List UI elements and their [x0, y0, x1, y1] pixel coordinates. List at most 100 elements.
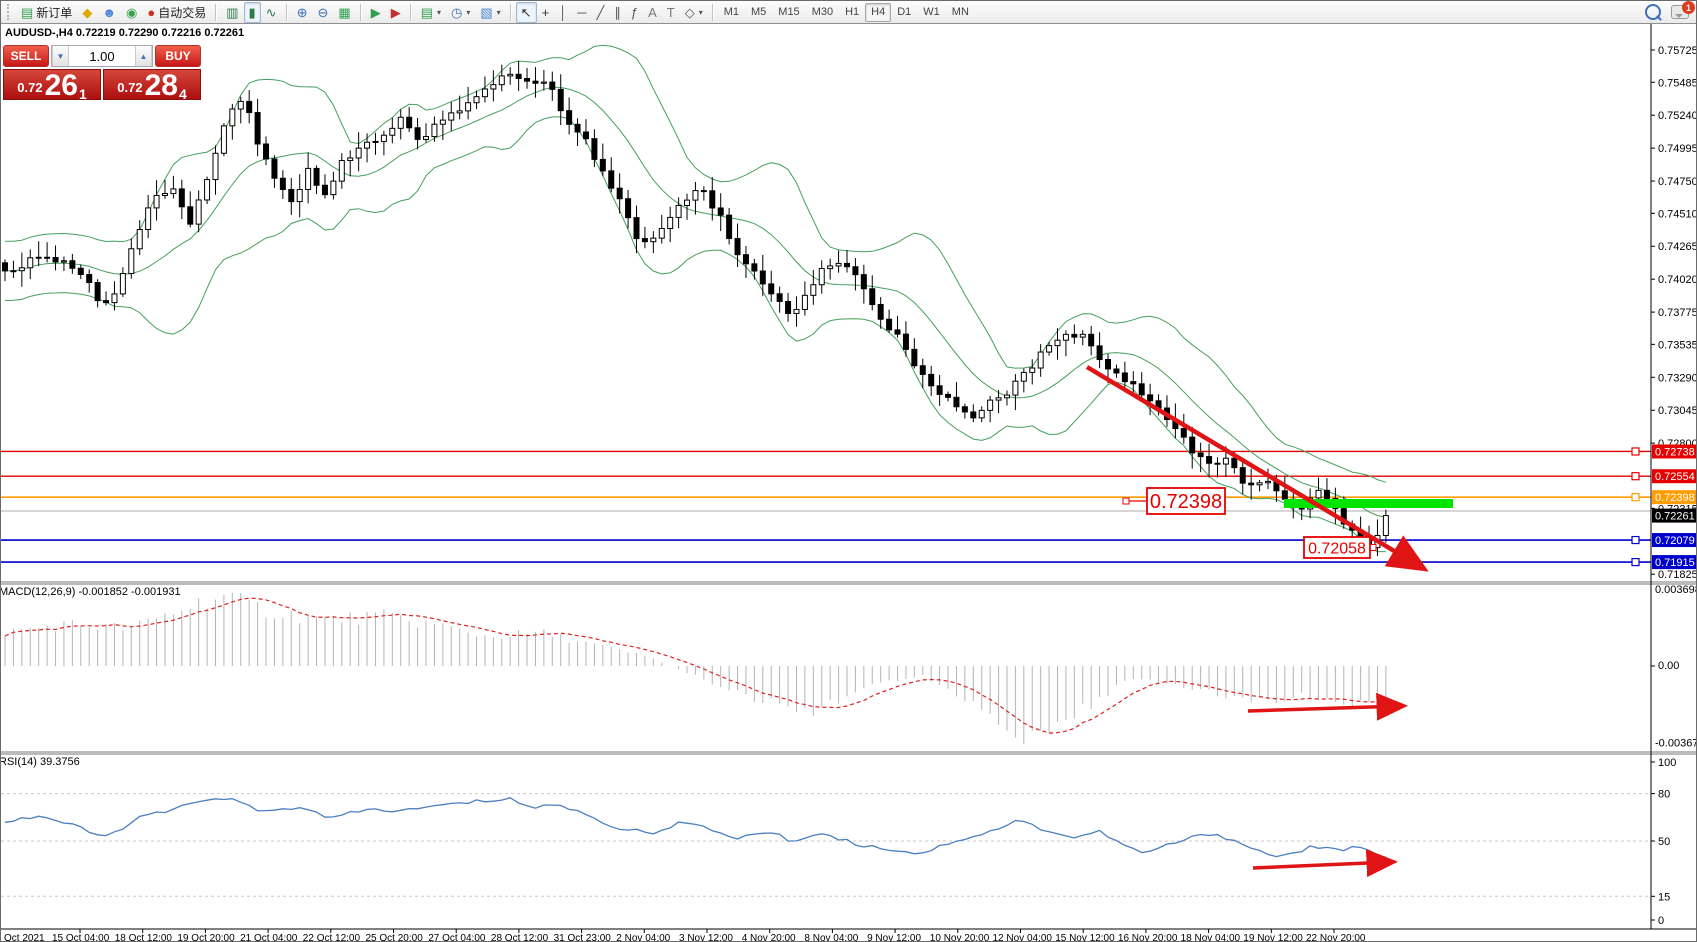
notification-badge: 1 — [1682, 1, 1695, 14]
indicators-list-button[interactable]: ▧ ▾ — [475, 2, 505, 23]
sell-price-display[interactable]: 0.72 26 1 — [3, 69, 101, 102]
line-chart-icon: ∿ — [265, 4, 277, 20]
zoom-in-button[interactable]: ⊕ — [292, 2, 313, 23]
new-chart-icon: ▤ — [420, 4, 433, 20]
buy-price-display[interactable]: 0.72 28 4 — [103, 69, 201, 102]
candlestick-chart-button[interactable]: ▮ — [243, 1, 261, 23]
text-button[interactable]: A — [643, 2, 662, 23]
svg-text:15: 15 — [1658, 891, 1670, 903]
svg-text:0: 0 — [1658, 915, 1664, 927]
toolbar-grip[interactable] — [7, 4, 13, 20]
svg-text:18 Oct 12:00: 18 Oct 12:00 — [115, 933, 173, 942]
timeframe-h4[interactable]: H4 — [865, 2, 892, 22]
price-callout-0.72058[interactable]: 0.72058 — [1303, 536, 1377, 559]
svg-text:2 Nov 04:00: 2 Nov 04:00 — [616, 933, 670, 942]
period-clock-dropdown-icon[interactable]: ▾ — [466, 7, 471, 17]
sell-button[interactable]: SELL — [3, 45, 49, 67]
fibonacci-button[interactable]: ƒ — [626, 2, 643, 23]
arrows-tool-dropdown-icon[interactable]: ▾ — [698, 7, 703, 17]
svg-text:0.72398: 0.72398 — [1655, 492, 1695, 504]
svg-text:0.72261: 0.72261 — [1655, 511, 1695, 523]
svg-text:16 Nov 20:00: 16 Nov 20:00 — [1118, 933, 1178, 942]
profile-button[interactable]: ☻ — [97, 2, 121, 23]
volume-increase-button[interactable]: ▲ — [135, 46, 152, 66]
bar-chart-button[interactable]: ▥ — [221, 2, 243, 23]
svg-text:0.75725: 0.75725 — [1658, 45, 1697, 57]
autotrading-button[interactable]: ● 自动交易 — [142, 2, 211, 23]
period-clock-button[interactable]: ◷ ▾ — [446, 2, 475, 23]
new-chart-button[interactable]: ▤ ▾ — [416, 2, 446, 23]
timeframe-w1[interactable]: W1 — [923, 6, 940, 18]
timeframe-m30[interactable]: M30 — [811, 6, 834, 18]
svg-text:25 Oct 20:00: 25 Oct 20:00 — [366, 933, 424, 942]
equidistant-channel-button[interactable]: ∥ — [609, 2, 626, 23]
metaeditor-button[interactable]: ◆ — [77, 2, 97, 23]
auto-scroll-icon: ▶ — [370, 4, 381, 20]
svg-text:21 Oct 04:00: 21 Oct 04:00 — [240, 933, 298, 942]
crosshair-button[interactable]: + — [537, 2, 555, 23]
zoom-out-icon: ⊖ — [317, 4, 329, 20]
line-chart-button[interactable]: ∿ — [261, 2, 282, 23]
chart-shift-button[interactable]: ▶ — [386, 2, 406, 23]
timeframe-mn[interactable]: MN — [951, 6, 969, 18]
bollinger-lower-band — [4, 116, 1386, 553]
indicators-list-dropdown-icon[interactable]: ▾ — [496, 7, 501, 17]
chart-window: 0.72398 0.72058 0.75725 0.75485 0.75240 0.749… — [1, 24, 1697, 942]
arrows-tool-button[interactable]: ◇ ▾ — [680, 2, 708, 23]
new-order-label: 新订单 — [36, 5, 73, 20]
new-chart-dropdown-icon[interactable]: ▾ — [436, 7, 441, 17]
svg-text:100: 100 — [1658, 757, 1676, 769]
notifications-icon[interactable]: 1 — [1671, 1, 1695, 19]
tile-windows-icon: ▦ — [338, 4, 351, 20]
svg-text:0.72554: 0.72554 — [1655, 471, 1695, 483]
volume-input[interactable] — [69, 46, 135, 66]
macd-indicator — [4, 592, 1387, 744]
svg-text:0.74750: 0.74750 — [1658, 176, 1697, 188]
cursor-icon: ↖ — [520, 4, 532, 20]
price-tag-0.72398: 0.72398 — [1652, 490, 1696, 505]
metaeditor-icon: ◆ — [82, 4, 93, 20]
svg-text:12 Nov 04:00: 12 Nov 04:00 — [993, 933, 1053, 942]
new-order-button[interactable]: ▤ 新订单 — [16, 2, 77, 23]
auto-scroll-button[interactable]: ▶ — [366, 2, 386, 23]
svg-text:0.73535: 0.73535 — [1658, 339, 1697, 351]
search-icon[interactable] — [1645, 4, 1661, 20]
tile-windows-button[interactable]: ▦ — [333, 2, 355, 23]
rsi-arrow[interactable] — [1252, 849, 1398, 878]
crosshair-icon: + — [541, 4, 550, 20]
toolbar-separator — [711, 3, 714, 21]
trend-arrow[interactable] — [1085, 365, 1429, 572]
svg-text:0.73045: 0.73045 — [1658, 405, 1697, 417]
green-highlight-zone[interactable] — [1284, 499, 1453, 508]
svg-text:27 Oct 04:00: 27 Oct 04:00 — [428, 933, 486, 942]
volume-decrease-button[interactable]: ▼ — [52, 46, 69, 66]
buy-button[interactable]: BUY — [155, 45, 201, 67]
cursor-button[interactable]: ↖ — [515, 1, 537, 23]
macd-arrow[interactable] — [1247, 692, 1408, 721]
horizontal-line-icon: ─ — [577, 4, 587, 20]
svg-text:0.75240: 0.75240 — [1658, 110, 1697, 122]
chart-canvas[interactable]: 0.72398 0.72058 0.75725 0.75485 0.75240 0.749… — [1, 24, 1697, 942]
timeframe-m15[interactable]: M15 — [778, 6, 800, 18]
svg-text:-0.003672: -0.003672 — [1655, 738, 1697, 750]
toolbar-right: 1 — [1645, 1, 1695, 20]
price-tag-0.72261: 0.72261 — [1652, 508, 1696, 523]
text-label-button[interactable]: T — [662, 2, 680, 23]
svg-text:0.73775: 0.73775 — [1658, 307, 1697, 319]
vertical-line-button[interactable]: │ — [554, 2, 572, 23]
timeframe-h1[interactable]: H1 — [845, 6, 860, 18]
timeframe-m1[interactable]: M1 — [723, 6, 739, 18]
broadcast-button[interactable]: ◉ — [121, 2, 142, 23]
price-axis: 0.75725 0.75485 0.75240 0.74995 0.74750 0.745… — [1651, 45, 1697, 927]
svg-text:0.75485: 0.75485 — [1658, 77, 1697, 89]
svg-text:9 Nov 12:00: 9 Nov 12:00 — [867, 933, 921, 942]
price-callout-0.72398[interactable]: 0.72398 — [1122, 487, 1226, 515]
trendline-button[interactable]: ╱ — [592, 2, 610, 23]
svg-text:80: 80 — [1658, 789, 1670, 801]
timeframe-m5[interactable]: M5 — [751, 6, 767, 18]
horizontal-line-button[interactable]: ─ — [572, 2, 591, 23]
zoom-out-button[interactable]: ⊖ — [312, 2, 333, 23]
svg-text:0.72079: 0.72079 — [1655, 535, 1695, 547]
timeframe-d1[interactable]: D1 — [897, 6, 912, 18]
